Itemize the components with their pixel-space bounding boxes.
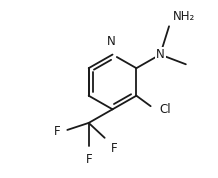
Text: NH₂: NH₂ xyxy=(173,10,195,23)
Text: F: F xyxy=(54,125,61,138)
Text: N: N xyxy=(156,48,165,61)
Text: F: F xyxy=(110,142,117,155)
Text: F: F xyxy=(85,153,92,166)
Text: Cl: Cl xyxy=(159,103,171,116)
Text: N: N xyxy=(107,35,116,48)
